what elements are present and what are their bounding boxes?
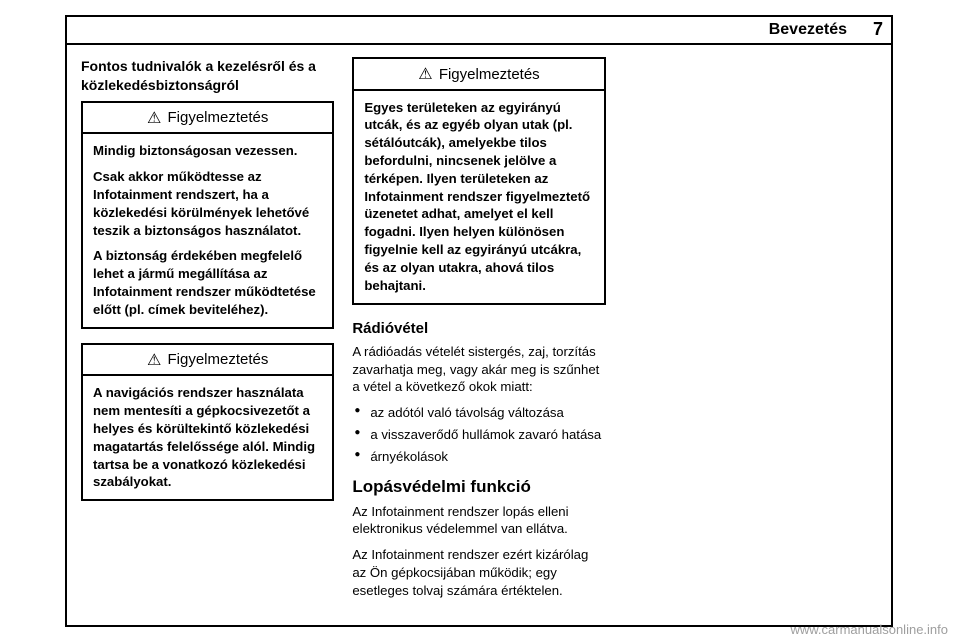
page-header: Bevezetés 7 <box>67 17 891 45</box>
warning-text: Csak akkor működtesse az Infotainment re… <box>93 168 322 239</box>
warning-body: A navigációs rendszer használata nem men… <box>83 376 332 499</box>
section-heading: Fontos tudnivalók a kezelésről és a közl… <box>81 57 334 95</box>
warning-text: Egyes területeken az egyirányú utcák, és… <box>364 99 593 295</box>
radio-bullet-list: az adótól való távolság változása a viss… <box>352 404 605 465</box>
radio-heading: Rádióvétel <box>352 319 605 339</box>
manual-page: Bevezetés 7 Fontos tudnivalók a kezelésr… <box>65 15 893 627</box>
warning-text: A biztonság érdekében megfelelő lehet a … <box>93 247 322 318</box>
header-title: Bevezetés <box>769 21 847 39</box>
warning-body: Mindig biztonságosan vezessen. Csak akko… <box>83 134 332 326</box>
list-item: árnyékolások <box>352 448 605 466</box>
page-content: Fontos tudnivalók a kezelésről és a közl… <box>67 45 891 625</box>
theft-paragraph: Az Infotainment rendszer lopás elleni el… <box>352 503 605 539</box>
warning-icon: ⚠ <box>147 108 161 130</box>
warning-label: Figyelmeztetés <box>439 65 540 85</box>
warning-icon: ⚠ <box>147 350 161 372</box>
theft-heading: Lopásvédelmi funkció <box>352 476 605 499</box>
warning-box-1: ⚠ Figyelmeztetés Mindig biztonságosan ve… <box>81 101 334 329</box>
warning-text: A navigációs rendszer használata nem men… <box>93 384 322 491</box>
footer-watermark: www.carmanualsonline.info <box>790 622 948 637</box>
warning-heading: ⚠ Figyelmeztetés <box>354 59 603 91</box>
warning-label: Figyelmeztetés <box>167 350 268 370</box>
warning-box-2: ⚠ Figyelmeztetés A navigációs rendszer h… <box>81 343 334 501</box>
warning-icon: ⚠ <box>418 64 432 86</box>
page-number: 7 <box>873 19 883 40</box>
list-item: a visszaverődő hullámok zavaró hatása <box>352 426 605 444</box>
warning-box-3: ⚠ Figyelmeztetés Egyes területeken az eg… <box>352 57 605 305</box>
warning-label: Figyelmeztetés <box>167 108 268 128</box>
warning-heading: ⚠ Figyelmeztetés <box>83 345 332 377</box>
theft-paragraph: Az Infotainment rendszer ezért kizárólag… <box>352 546 605 599</box>
radio-intro: A rádióadás vételét sistergés, zaj, torz… <box>352 343 605 396</box>
warning-text: Mindig biztonságosan vezessen. <box>93 142 322 160</box>
warning-body: Egyes területeken az egyirányú utcák, és… <box>354 91 603 303</box>
warning-heading: ⚠ Figyelmeztetés <box>83 103 332 135</box>
list-item: az adótól való távolság változása <box>352 404 605 422</box>
